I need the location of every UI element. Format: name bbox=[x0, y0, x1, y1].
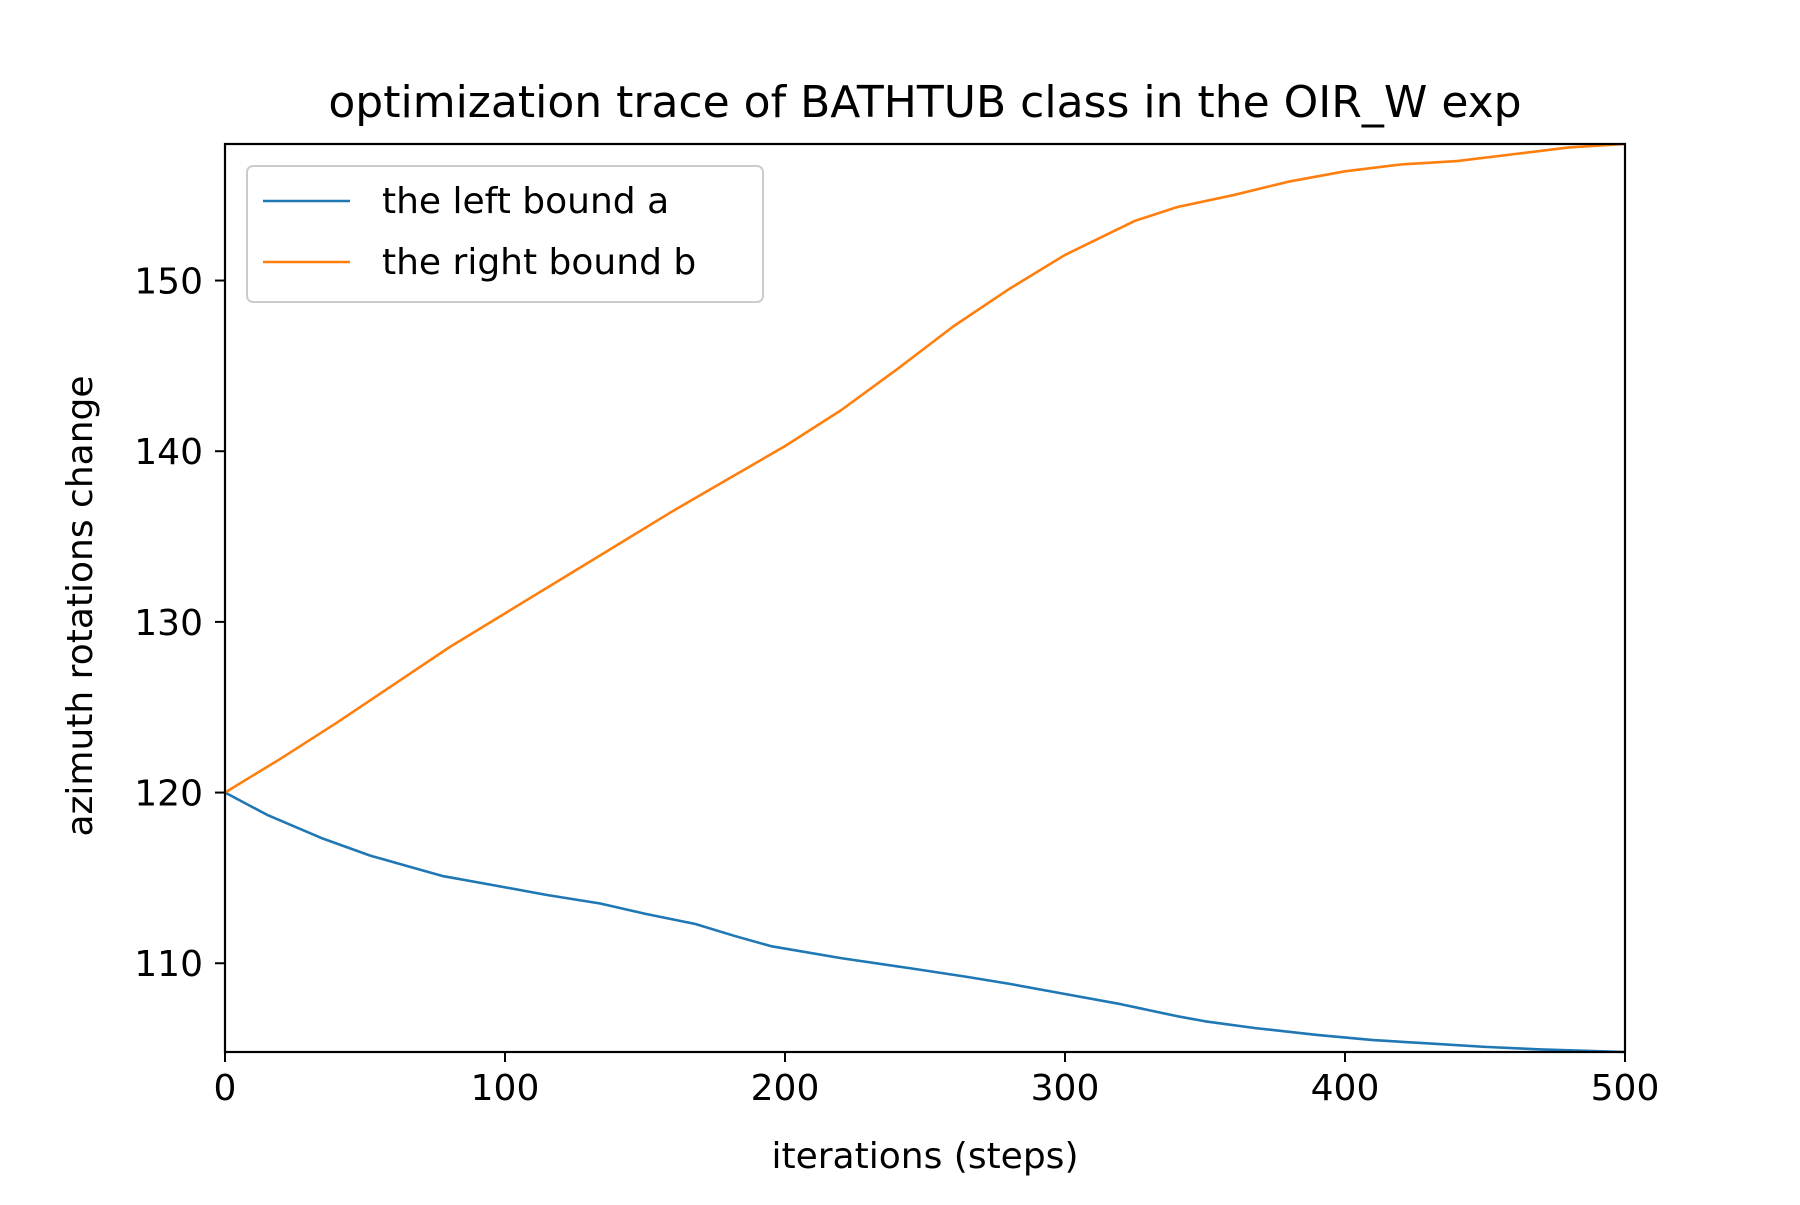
x-tick-label: 0 bbox=[214, 1068, 237, 1109]
y-tick-label: 120 bbox=[134, 774, 203, 815]
x-tick-label: 300 bbox=[1031, 1068, 1100, 1109]
y-axis-label: azimuth rotations change bbox=[60, 375, 101, 836]
plot-frame bbox=[223, 142, 1627, 1054]
y-tick-label: 140 bbox=[134, 432, 203, 473]
x-tick-label: 500 bbox=[1591, 1068, 1660, 1109]
legend-box bbox=[246, 165, 764, 303]
x-tick-label: 100 bbox=[471, 1068, 540, 1109]
x-axis-label: iterations (steps) bbox=[771, 1136, 1078, 1177]
legend-label-1: the left bound a bbox=[382, 181, 669, 222]
y-tick-label: 130 bbox=[134, 603, 203, 644]
axes: 0 100 200 300 400 500 110 120 130 140 150 bbox=[134, 142, 1660, 1109]
chart-title: optimization trace of BATHTUB class in t… bbox=[328, 77, 1521, 128]
series-line-2 bbox=[225, 142, 1625, 795]
legend: the left bound a the right bound b bbox=[246, 165, 764, 303]
plot-area bbox=[225, 142, 1625, 1054]
series-line-1 bbox=[225, 791, 1625, 1054]
x-tick-label: 200 bbox=[751, 1068, 820, 1109]
legend-label-2: the right bound b bbox=[382, 242, 696, 283]
y-tick-label: 110 bbox=[134, 944, 203, 985]
x-tick-label: 400 bbox=[1311, 1068, 1380, 1109]
y-tick-label: 150 bbox=[134, 262, 203, 303]
